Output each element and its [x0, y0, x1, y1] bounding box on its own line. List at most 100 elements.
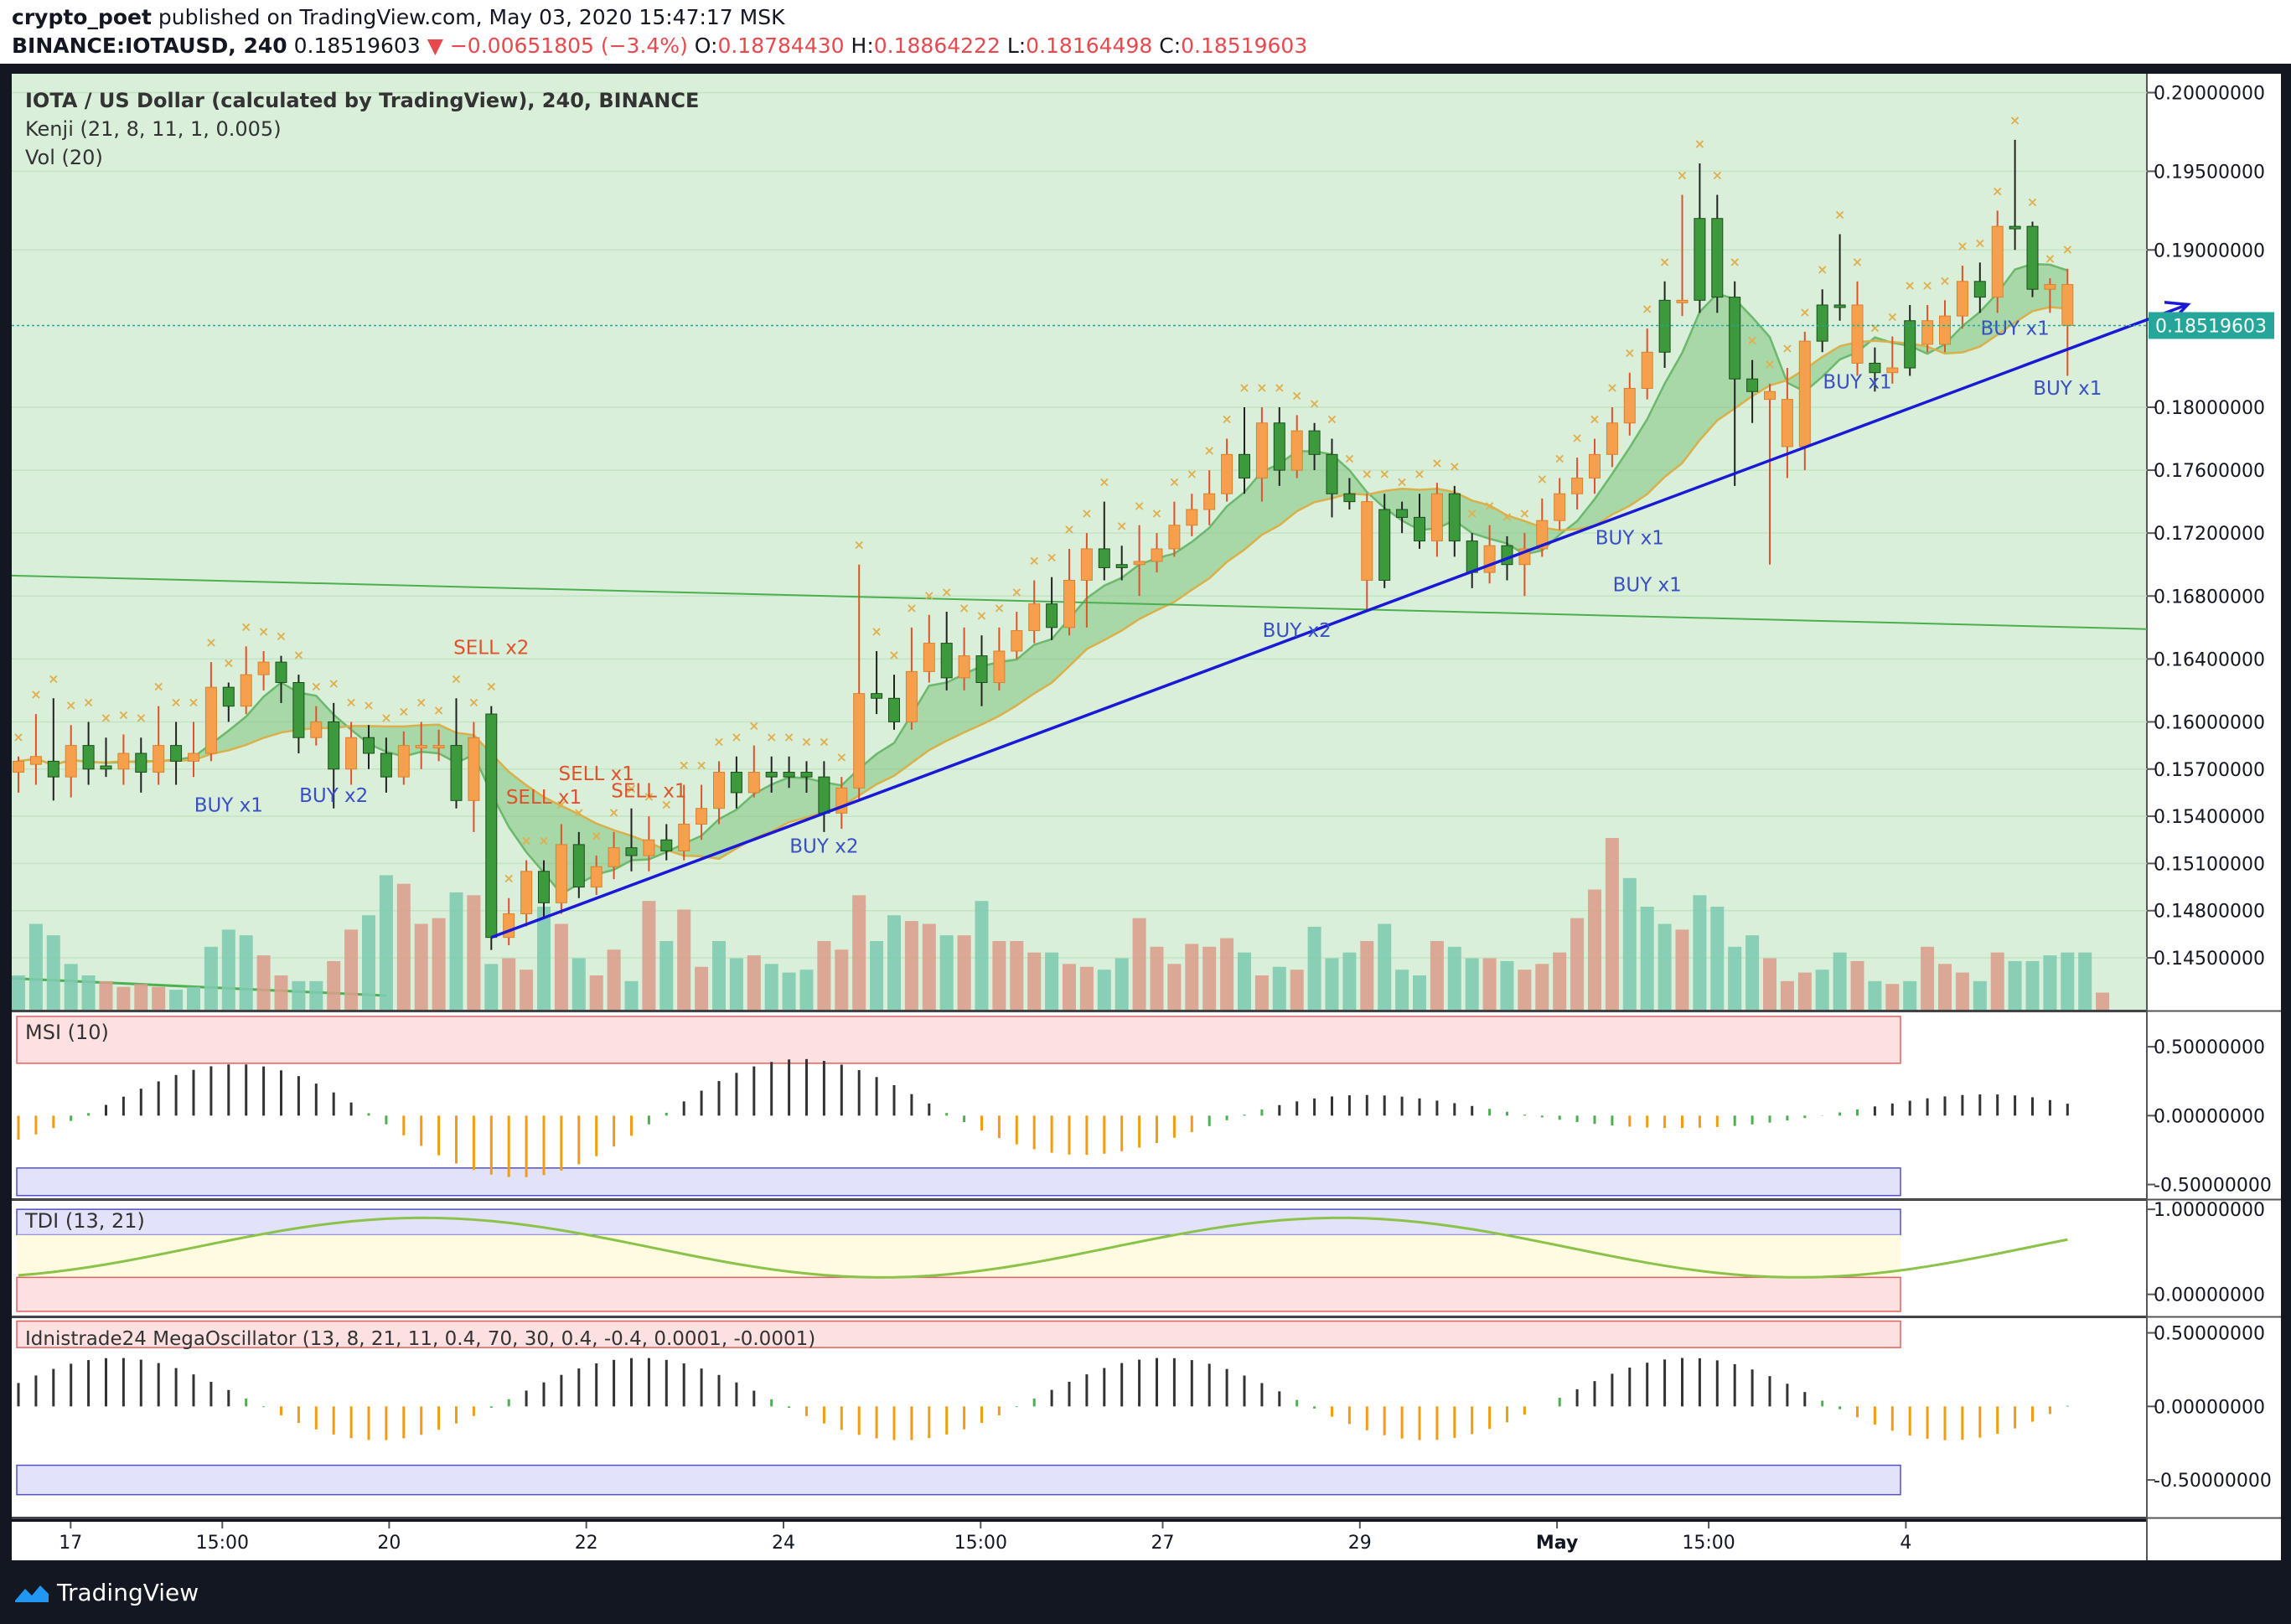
volume-bar: [1360, 941, 1374, 1010]
publish-header: crypto_poet published on TradingView.com…: [0, 0, 2291, 64]
volume-bar: [1518, 970, 1532, 1010]
high-marker: ×: [1606, 380, 1617, 396]
candle-body: [660, 839, 673, 851]
high-marker: ×: [1589, 411, 1600, 427]
price-tick-label: 0.19500000: [2154, 162, 2265, 183]
buy-signal-label: BUY x1: [194, 794, 263, 816]
candle-body: [975, 655, 988, 684]
volume-bar: [1307, 926, 1321, 1010]
candle-body: [1606, 422, 1618, 455]
volume-bar: [1955, 972, 1969, 1010]
price-tick-label: 0.14800000: [2154, 902, 2265, 923]
high-marker: ×: [1116, 518, 1127, 534]
volume-bar: [1150, 946, 1164, 1010]
candle-body: [1255, 422, 1268, 478]
publish-info: published on TradingView.com, May 03, 20…: [158, 5, 785, 29]
high-marker: ×: [871, 623, 882, 639]
volume-bar: [1378, 923, 1392, 1010]
tdi-upper-zone: [16, 1208, 1901, 1236]
time-tick-label: 15:00: [954, 1533, 1007, 1554]
candle-body: [397, 745, 410, 778]
price-tick-label: 0.18000000: [2154, 398, 2265, 419]
candle-body: [415, 745, 427, 749]
volume-bar: [712, 941, 726, 1010]
candle-body: [1536, 520, 1549, 550]
volume-bar: [81, 975, 96, 1010]
high-marker: ×: [573, 804, 584, 820]
volume-bar: [1447, 946, 1461, 1010]
volume-bar: [2061, 952, 2075, 1010]
volume-bar: [835, 949, 849, 1010]
msi-overbought-zone: [16, 1016, 1901, 1064]
high-marker: ×: [65, 697, 76, 713]
candle-body: [2009, 225, 2021, 230]
volume-bar: [1728, 946, 1742, 1010]
high-marker: ×: [538, 833, 549, 849]
high-marker: ×: [1642, 301, 1652, 317]
volume-bar: [1938, 964, 1952, 1010]
high-marker: ×: [258, 623, 269, 639]
high-marker: ×: [1046, 550, 1057, 566]
candle-body: [958, 655, 970, 679]
volume-bar: [939, 935, 954, 1010]
tdi-legend: TDI (13, 21): [24, 1209, 145, 1233]
volume-bar: [1010, 941, 1024, 1010]
buy-signal-label: BUY x2: [789, 835, 858, 857]
candle-body: [2061, 284, 2074, 326]
candle-body: [170, 745, 183, 762]
volume-bar: [520, 970, 534, 1010]
volume-bar: [1114, 958, 1129, 1010]
volume-bar: [204, 946, 218, 1010]
open-value: 0.18784430: [717, 34, 845, 58]
msi-legend: MSI (10): [25, 1021, 109, 1044]
msi-tick-label: -0.50000000: [2154, 1176, 2272, 1197]
volume-bar: [1833, 952, 1847, 1010]
volume-bar: [975, 901, 989, 1010]
volume-bar: [1797, 972, 1812, 1010]
candle-body: [188, 753, 199, 762]
volume-bar: [571, 958, 586, 1010]
candle-body: [29, 756, 42, 765]
volume-bar: [1272, 966, 1286, 1010]
high-marker: ×: [1274, 380, 1285, 396]
candle-body: [1694, 218, 1706, 301]
kenji-fast-line: [18, 262, 2068, 896]
low-label: L:: [1006, 34, 1027, 58]
candle-body: [275, 661, 287, 684]
time-tick-label: 27: [1151, 1533, 1175, 1554]
volume-bar: [292, 980, 306, 1010]
volume-bar: [99, 980, 113, 1010]
volume-bar: [1413, 975, 1426, 1010]
volume-bar: [677, 909, 691, 1010]
high-marker: ×: [2027, 194, 2038, 209]
volume-bar: [537, 907, 551, 1010]
vol-legend: Vol (20): [25, 146, 103, 169]
time-tick-label: May: [1536, 1533, 1578, 1554]
candle-body: [888, 697, 900, 722]
high-marker: ×: [1852, 254, 1863, 270]
channel-line: [11, 574, 2148, 630]
time-tick-label: 15:00: [1682, 1533, 1735, 1554]
tradingview-logo[interactable]: TradingView: [13, 1579, 199, 1606]
high-marker: ×: [678, 758, 689, 773]
high-marker: ×: [1799, 304, 1810, 320]
high-marker: ×: [1571, 430, 1582, 446]
mega-tick-label: 0.50000000: [2154, 1324, 2265, 1345]
candle-body: [485, 713, 498, 939]
close-value: 0.18519603: [1181, 34, 1308, 58]
volume-bar: [1693, 895, 1707, 1010]
author-name[interactable]: crypto_poet: [12, 5, 152, 29]
volume-bar: [1500, 960, 1514, 1010]
candle-body: [153, 745, 165, 773]
high-marker: ×: [556, 796, 566, 812]
volume-bar: [1027, 952, 1042, 1010]
volume-bar: [642, 901, 656, 1010]
candle-body: [923, 643, 935, 672]
candle-body: [1869, 362, 1881, 374]
low-value: 0.18164498: [1026, 34, 1153, 58]
candle-body: [1501, 545, 1513, 566]
candle-body: [818, 776, 830, 814]
volume-bar: [764, 964, 778, 1010]
candle-body: [1046, 603, 1058, 628]
